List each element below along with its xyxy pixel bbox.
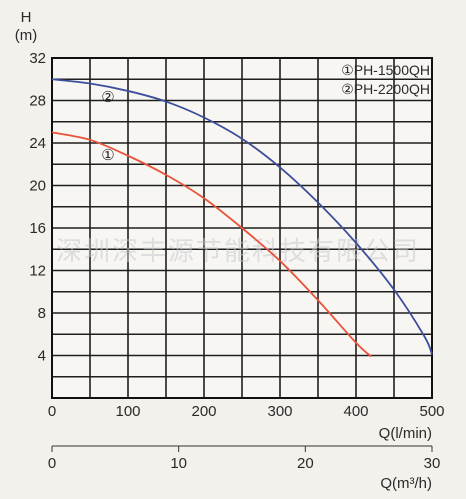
- x2-axis-title: Q(m³/h): [380, 475, 432, 492]
- x2-tick-label: 10: [170, 455, 187, 472]
- x-tick-label: 300: [267, 403, 292, 420]
- x-tick-label: 200: [191, 403, 216, 420]
- y-tick-label: 8: [38, 305, 46, 322]
- x-tick-label: 500: [419, 403, 444, 420]
- y-axis-unit: (m): [15, 27, 38, 44]
- series-line-ph-2200qh: [51, 78, 433, 355]
- y-tick-label: 16: [29, 220, 46, 237]
- x-axis-title: Q(l/min): [379, 425, 432, 442]
- x-tick-label: 100: [115, 403, 140, 420]
- y-tick-label: 32: [29, 50, 46, 67]
- curve-tag-2: ②: [101, 89, 114, 106]
- y-tick-label: 28: [29, 93, 46, 110]
- x2-tick-label: 0: [48, 455, 56, 472]
- y-tick-label: 24: [29, 135, 46, 152]
- legend-entry-2: ②PH-2200QH: [341, 81, 430, 97]
- curve-tag-1: ①: [101, 147, 114, 164]
- x2-tick-label: 30: [424, 455, 441, 472]
- x2-tick-label: 20: [297, 455, 314, 472]
- series-line-ph-1500qh: [51, 131, 372, 358]
- y-tick-label: 20: [29, 178, 46, 195]
- y-tick-label: 4: [38, 348, 46, 365]
- plot-frame: [51, 57, 433, 399]
- x-tick-label: 400: [343, 403, 368, 420]
- watermark-text: 深圳深丰源节能科技有限公司: [56, 236, 420, 266]
- legend-entry-1: ①PH-1500QH: [341, 62, 430, 78]
- x-tick-label: 0: [48, 403, 56, 420]
- y-axis-title: H: [21, 9, 32, 26]
- y-tick-label: 12: [29, 263, 46, 280]
